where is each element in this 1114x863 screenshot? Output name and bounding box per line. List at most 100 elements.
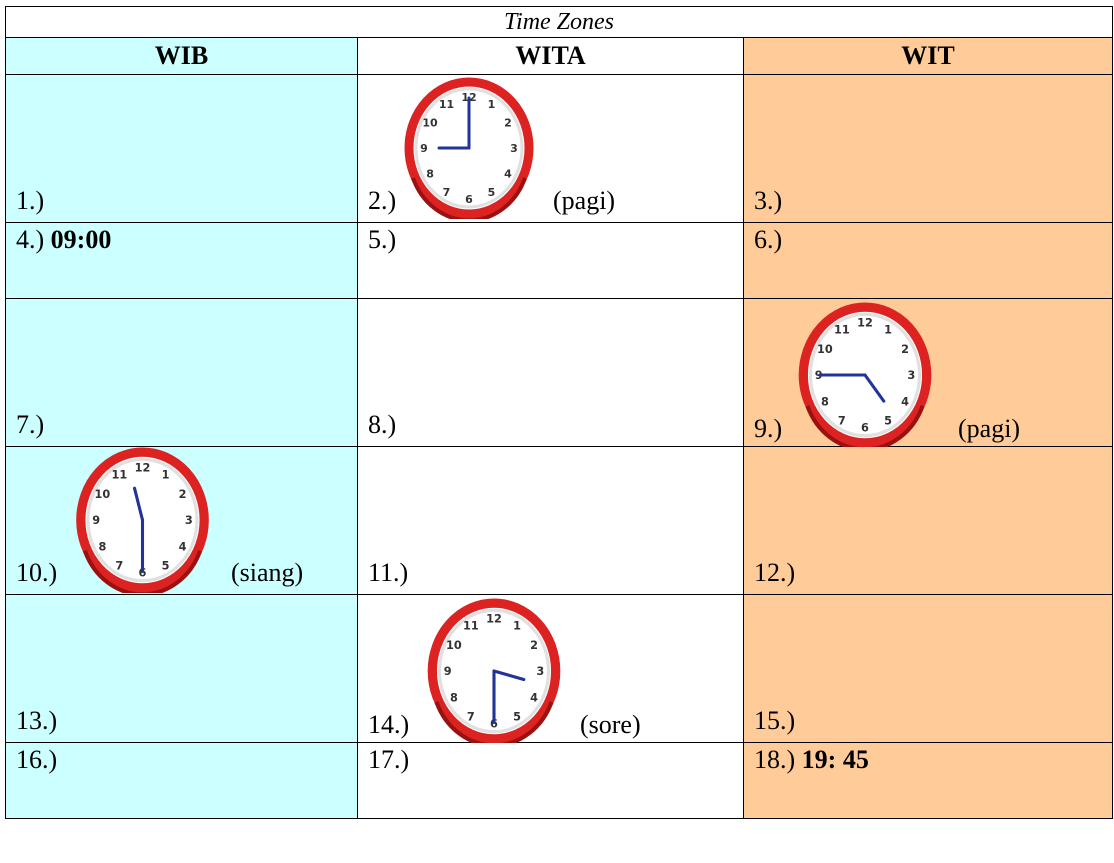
cell-10: 10.) 1 2 3 4 5 6 7 8 9 10 11 12 (siang) bbox=[5, 446, 358, 595]
cell-number: 14.) bbox=[368, 710, 410, 739]
cell-number: 17.) bbox=[368, 745, 410, 774]
cell-number: 9.) bbox=[754, 414, 783, 443]
clock-hour-hand bbox=[863, 373, 886, 403]
period-label: (siang) bbox=[231, 558, 304, 587]
clock-numeral: 7 bbox=[115, 560, 123, 573]
clock-numeral: 11 bbox=[439, 98, 454, 111]
cell-number: 8.) bbox=[368, 410, 397, 439]
period-label: (pagi) bbox=[553, 186, 616, 215]
clock-numeral: 9 bbox=[444, 665, 452, 678]
cell-number: 13.) bbox=[16, 706, 58, 735]
clock-numeral: 1 bbox=[162, 469, 170, 482]
clock-numeral: 1 bbox=[513, 620, 521, 633]
clock-numeral: 5 bbox=[488, 186, 496, 199]
cell-number: 2.) bbox=[368, 186, 397, 215]
clock-numeral: 4 bbox=[901, 395, 909, 408]
cell-17: 17.) bbox=[357, 742, 744, 819]
clock-numeral: 3 bbox=[907, 369, 915, 382]
cell-13: 13.) bbox=[5, 594, 358, 743]
clock-numeral: 6 bbox=[490, 718, 498, 731]
clock-hour-hand bbox=[132, 486, 145, 522]
clock-inner-ring bbox=[414, 87, 524, 209]
cell-1: 1.) bbox=[5, 74, 358, 223]
clock-numeral: 7 bbox=[443, 186, 451, 199]
clock-numeral: 3 bbox=[185, 514, 193, 527]
cell-number: 5.) bbox=[368, 225, 397, 254]
time-value: 09:00 bbox=[50, 225, 112, 254]
clock-numeral: 7 bbox=[467, 711, 475, 724]
clock-numeral: 4 bbox=[504, 168, 512, 181]
cell-16: 16.) bbox=[5, 742, 358, 819]
column-header-wita: WITA bbox=[357, 37, 744, 75]
clock-numeral: 2 bbox=[179, 488, 187, 501]
clock-numeral: 8 bbox=[450, 691, 458, 704]
clock-numeral: 5 bbox=[513, 711, 521, 724]
clock-rim-shadow bbox=[434, 701, 554, 744]
cell-7: 7.) bbox=[5, 298, 358, 447]
clock-numeral: 5 bbox=[884, 415, 892, 428]
cell-6: 6.) bbox=[742, 222, 1114, 299]
clock-numeral: 1 bbox=[884, 324, 892, 337]
cell-number: 4.) bbox=[16, 225, 45, 254]
cell-number: 3.) bbox=[754, 186, 783, 215]
clock-numeral: 2 bbox=[901, 343, 909, 356]
clock-numeral: 5 bbox=[162, 560, 170, 573]
cell-number: 11.) bbox=[368, 558, 409, 587]
cell-number: 7.) bbox=[16, 410, 45, 439]
clock-inner-ring bbox=[86, 457, 199, 583]
cell-3: 3.) bbox=[742, 74, 1114, 223]
cell-number: 16.) bbox=[16, 745, 58, 774]
clock-rim-shadow bbox=[82, 550, 203, 593]
clock-numeral: 8 bbox=[98, 540, 106, 553]
cell-number: 1.) bbox=[16, 186, 45, 215]
clock-numeral: 9 bbox=[92, 514, 100, 527]
clock-numeral: 12 bbox=[857, 317, 873, 330]
cell-4: 4.) 09:00 bbox=[5, 222, 358, 299]
clock-numeral: 4 bbox=[179, 540, 187, 553]
clock-numeral: 11 bbox=[834, 324, 850, 337]
cell-12: 12.) bbox=[742, 446, 1114, 595]
cell-18: 18.) 19: 45 bbox=[742, 742, 1114, 819]
cell-11: 11.) bbox=[357, 446, 744, 595]
clock-numeral: 2 bbox=[530, 639, 538, 652]
clock-numeral: 12 bbox=[486, 613, 502, 626]
column-header-wit: WIT bbox=[742, 37, 1114, 75]
clock-numeral: 11 bbox=[111, 469, 127, 482]
clock-hour-hand bbox=[492, 669, 526, 682]
clock-numeral: 3 bbox=[536, 665, 544, 678]
table-title: Time Zones bbox=[4, 6, 1114, 38]
cell-number: 10.) bbox=[16, 558, 58, 587]
clock-numeral: 6 bbox=[465, 193, 473, 206]
column-header-wib: WIB bbox=[5, 37, 358, 75]
clock-inner-ring bbox=[437, 608, 551, 734]
clock-numeral: 12 bbox=[135, 462, 151, 475]
clock-numeral: 10 bbox=[446, 639, 462, 652]
period-label: (sore) bbox=[580, 710, 641, 739]
clock-numeral: 6 bbox=[139, 567, 147, 580]
clock-inner-ring bbox=[808, 312, 922, 438]
cell-14: 14.) 1 2 3 4 5 6 7 8 9 10 11 12 (sore) bbox=[357, 594, 744, 744]
cell-number: 12.) bbox=[754, 558, 796, 587]
clock-numeral: 8 bbox=[821, 395, 829, 408]
clock-numeral: 3 bbox=[510, 142, 518, 155]
cell-8: 8.) bbox=[357, 298, 744, 447]
time-value: 19: 45 bbox=[801, 745, 869, 774]
clock-rim-shadow bbox=[805, 405, 925, 448]
cell-number: 15.) bbox=[754, 706, 796, 735]
clock-numeral: 2 bbox=[504, 117, 512, 130]
clock-numeral: 9 bbox=[420, 142, 428, 155]
clock-numeral: 6 bbox=[861, 422, 869, 435]
period-label: (pagi) bbox=[958, 414, 1021, 443]
cell-15: 15.) bbox=[742, 594, 1114, 743]
clock-numeral: 8 bbox=[426, 168, 434, 181]
cell-5: 5.) bbox=[357, 222, 744, 299]
cell-number: 18.) bbox=[754, 745, 796, 774]
clock-numeral: 10 bbox=[817, 343, 833, 356]
